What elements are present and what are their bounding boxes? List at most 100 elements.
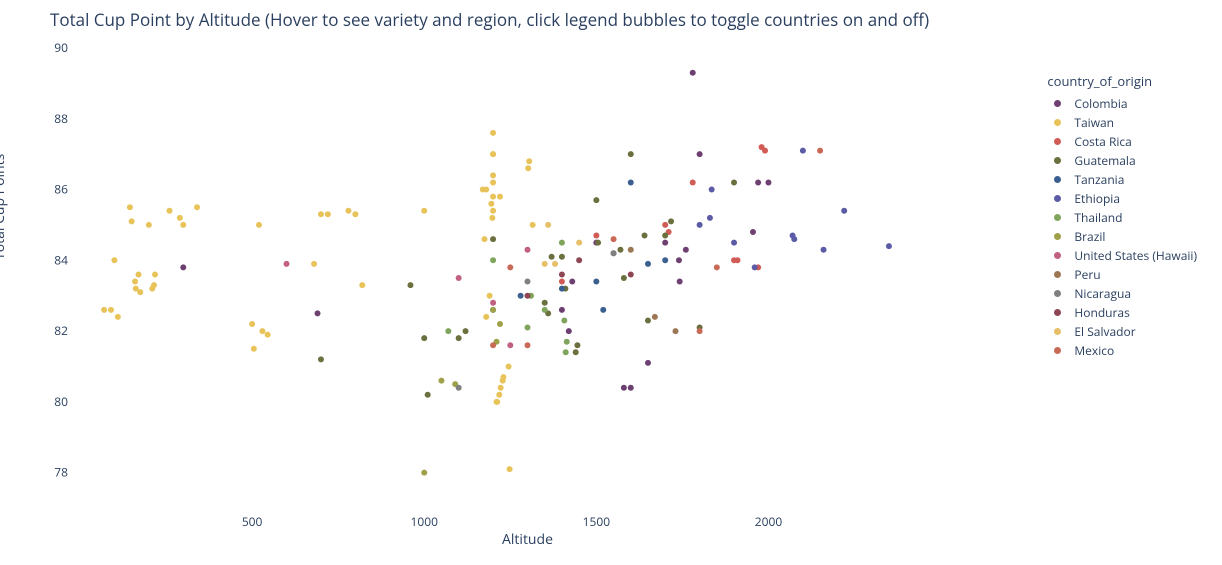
scatter-point[interactable] <box>662 240 668 246</box>
scatter-point[interactable] <box>525 165 531 171</box>
scatter-point[interactable] <box>359 282 365 288</box>
scatter-point[interactable] <box>251 346 257 352</box>
scatter-point[interactable] <box>791 236 797 242</box>
scatter-point[interactable] <box>841 208 847 214</box>
scatter-point[interactable] <box>762 148 768 154</box>
scatter-point[interactable] <box>284 261 290 267</box>
scatter-point[interactable] <box>315 310 321 316</box>
scatter-point[interactable] <box>490 236 496 242</box>
scatter-point[interactable] <box>129 218 135 224</box>
scatter-point[interactable] <box>621 275 627 281</box>
scatter-point[interactable] <box>697 151 703 157</box>
scatter-point[interactable] <box>574 342 580 348</box>
scatter-point[interactable] <box>421 335 427 341</box>
scatter-point[interactable] <box>559 240 565 246</box>
scatter-point[interactable] <box>559 254 565 260</box>
scatter-point[interactable] <box>559 279 565 285</box>
plot-area[interactable]: 78808284868890 500100015002000 <box>80 48 975 508</box>
scatter-point[interactable] <box>709 187 715 193</box>
scatter-point[interactable] <box>488 201 494 207</box>
scatter-point[interactable] <box>249 321 255 327</box>
scatter-point[interactable] <box>445 328 451 334</box>
scatter-point[interactable] <box>552 261 558 267</box>
scatter-point[interactable] <box>559 307 565 313</box>
scatter-point[interactable] <box>645 261 651 267</box>
scatter-point[interactable] <box>490 172 496 178</box>
scatter-point[interactable] <box>564 339 570 345</box>
scatter-point[interactable] <box>559 286 565 292</box>
legend-item[interactable]: Mexico <box>1047 341 1197 360</box>
scatter-point[interactable] <box>525 325 531 331</box>
scatter-point[interactable] <box>490 307 496 313</box>
scatter-point[interactable] <box>628 247 634 253</box>
scatter-point[interactable] <box>151 282 157 288</box>
scatter-point[interactable] <box>573 349 579 355</box>
scatter-point[interactable] <box>886 243 892 249</box>
scatter-point[interactable] <box>595 240 601 246</box>
scatter-point[interactable] <box>593 279 599 285</box>
scatter-point[interactable] <box>611 236 617 242</box>
scatter-point[interactable] <box>425 392 431 398</box>
scatter-point[interactable] <box>507 264 513 270</box>
scatter-point[interactable] <box>137 289 143 295</box>
scatter-point[interactable] <box>490 179 496 185</box>
scatter-point[interactable] <box>346 208 352 214</box>
scatter-point[interactable] <box>490 208 496 214</box>
scatter-point[interactable] <box>456 275 462 281</box>
scatter-point[interactable] <box>325 211 331 217</box>
scatter-point[interactable] <box>496 392 502 398</box>
scatter-point[interactable] <box>690 179 696 185</box>
scatter-point[interactable] <box>490 342 496 348</box>
scatter-point[interactable] <box>662 257 668 263</box>
scatter-point[interactable] <box>311 261 317 267</box>
scatter-point[interactable] <box>549 254 555 260</box>
legend-item[interactable]: Peru <box>1047 265 1197 284</box>
scatter-point[interactable] <box>256 222 262 228</box>
scatter-point[interactable] <box>259 328 265 334</box>
scatter-point[interactable] <box>407 282 413 288</box>
scatter-point[interactable] <box>673 328 679 334</box>
scatter-point[interactable] <box>628 151 634 157</box>
scatter-point[interactable] <box>194 204 200 210</box>
scatter-point[interactable] <box>628 385 634 391</box>
scatter-point[interactable] <box>497 194 503 200</box>
scatter-point[interactable] <box>566 328 572 334</box>
scatter-point[interactable] <box>683 247 689 253</box>
legend-item[interactable]: Taiwan <box>1047 113 1197 132</box>
scatter-point[interactable] <box>563 349 569 355</box>
scatter-point[interactable] <box>108 307 114 313</box>
scatter-point[interactable] <box>817 148 823 154</box>
scatter-point[interactable] <box>617 247 623 253</box>
scatter-point[interactable] <box>167 208 173 214</box>
scatter-point[interactable] <box>318 356 324 362</box>
scatter-point[interactable] <box>645 360 651 366</box>
scatter-point[interactable] <box>490 194 496 200</box>
scatter-point[interactable] <box>593 197 599 203</box>
scatter-point[interactable] <box>677 279 683 285</box>
scatter-point[interactable] <box>707 215 713 221</box>
scatter-point[interactable] <box>318 211 324 217</box>
scatter-point[interactable] <box>731 240 737 246</box>
scatter-point[interactable] <box>628 271 634 277</box>
scatter-point[interactable] <box>668 218 674 224</box>
scatter-point[interactable] <box>489 215 495 221</box>
legend-item[interactable]: Brazil <box>1047 227 1197 246</box>
scatter-point[interactable] <box>593 233 599 239</box>
legend-item[interactable]: Thailand <box>1047 208 1197 227</box>
scatter-point[interactable] <box>576 257 582 263</box>
scatter-point[interactable] <box>690 70 696 76</box>
scatter-point[interactable] <box>561 317 567 323</box>
scatter-point[interactable] <box>662 222 668 228</box>
scatter-point[interactable] <box>662 233 668 239</box>
scatter-point[interactable] <box>152 271 158 277</box>
scatter-point[interactable] <box>481 236 487 242</box>
legend-item[interactable]: Guatemala <box>1047 151 1197 170</box>
scatter-point[interactable] <box>490 151 496 157</box>
scatter-point[interactable] <box>421 470 427 476</box>
scatter-point[interactable] <box>507 342 513 348</box>
scatter-point[interactable] <box>542 307 548 313</box>
scatter-point[interactable] <box>456 385 462 391</box>
scatter-point[interactable] <box>456 335 462 341</box>
legend-item[interactable]: Honduras <box>1047 303 1197 322</box>
scatter-point[interactable] <box>676 257 682 263</box>
